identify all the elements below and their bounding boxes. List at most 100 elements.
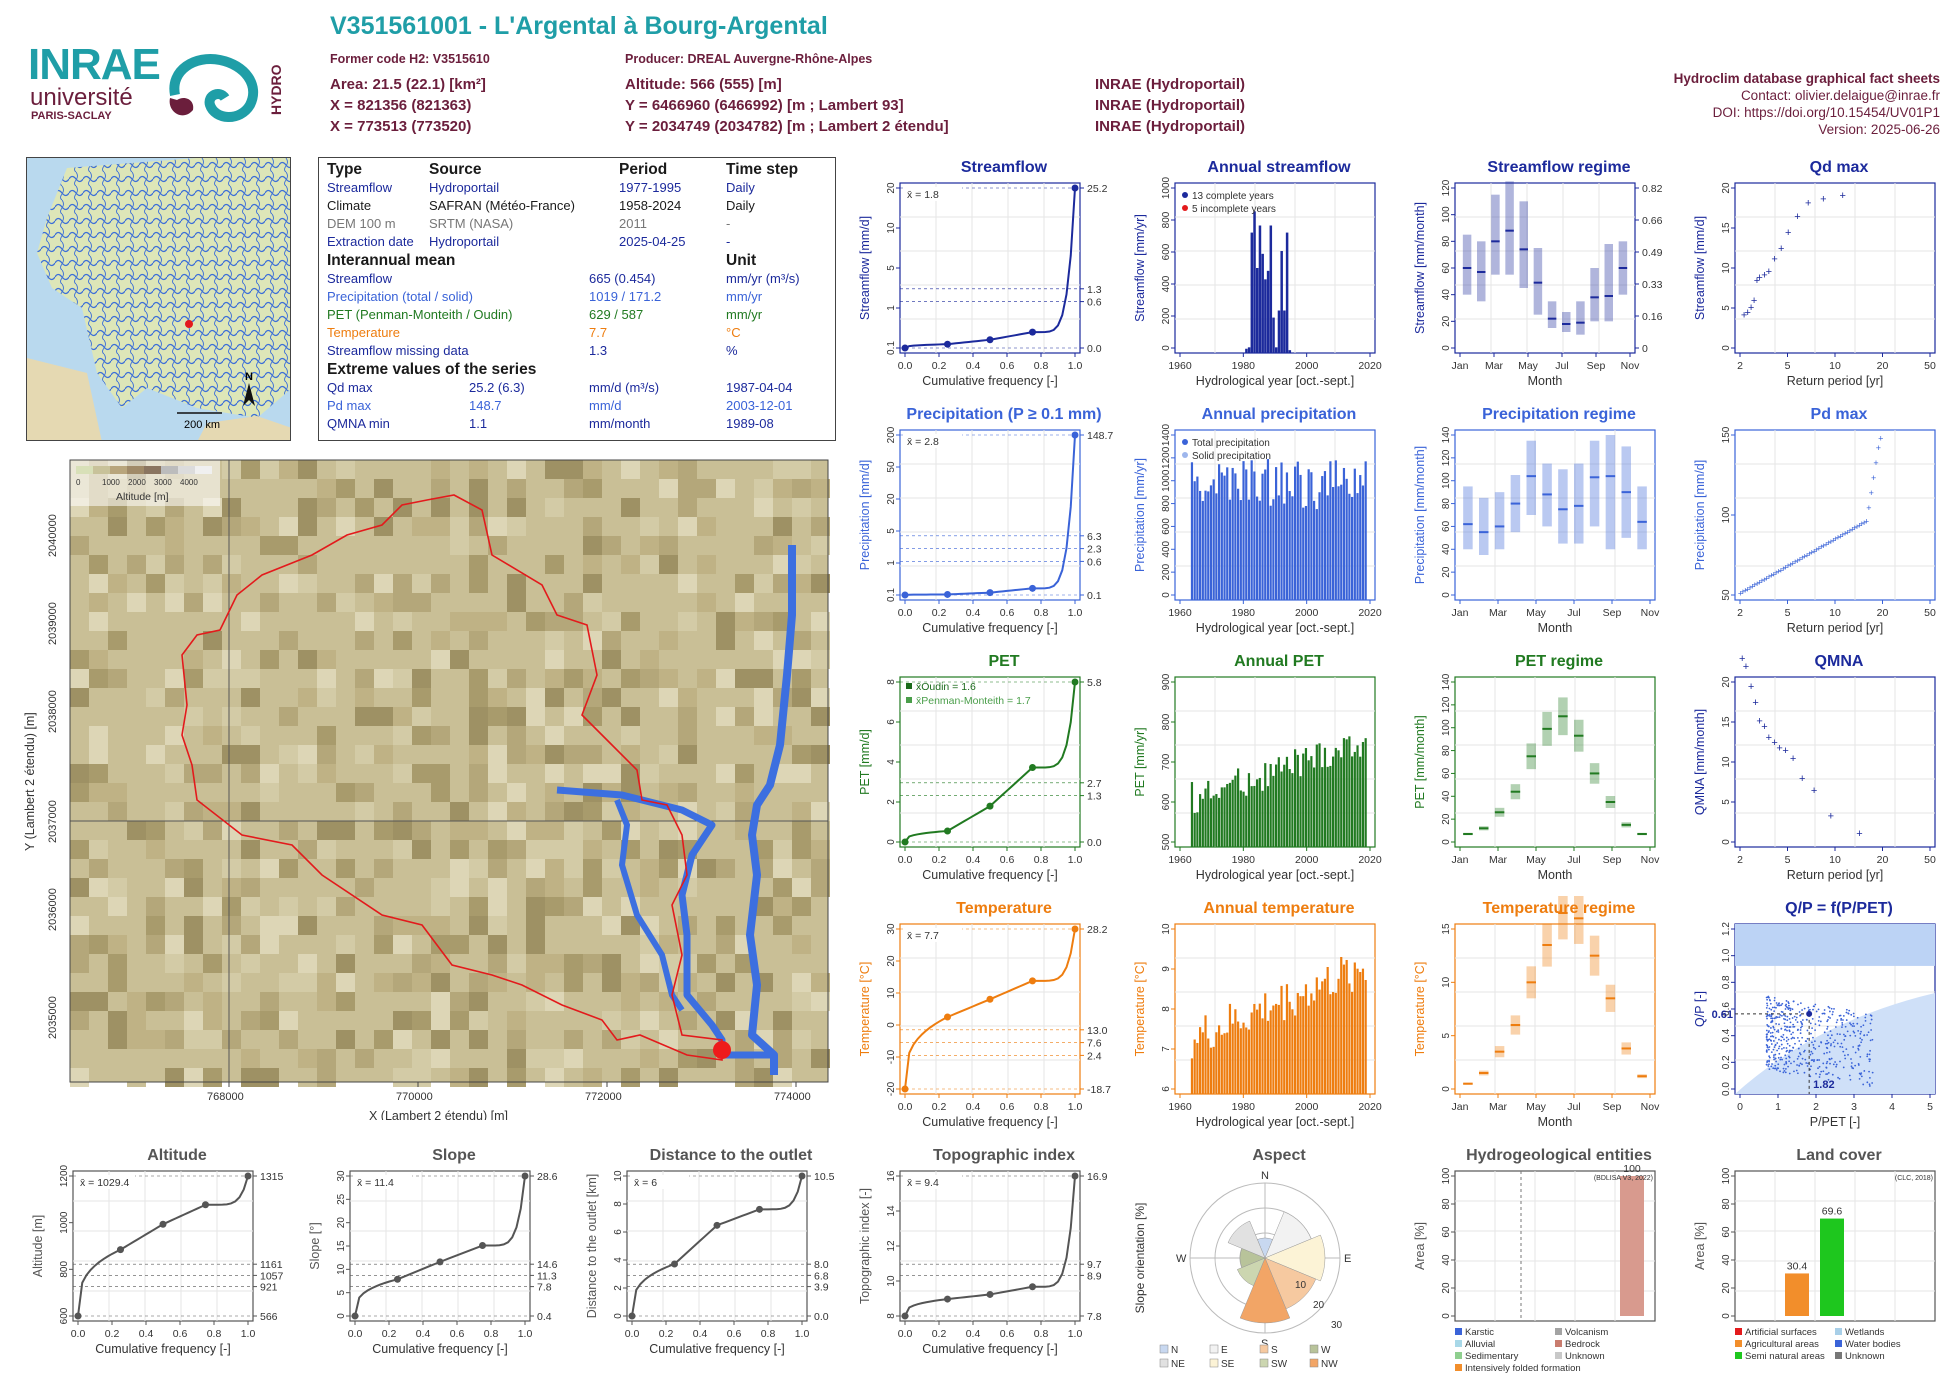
tick-label: 2035000 [47,996,59,1039]
annual-bar [1207,491,1210,600]
data-point [1819,1020,1822,1023]
annual-bar [1288,350,1292,353]
data-point [1813,1059,1816,1061]
tick-label: 40 [1441,790,1452,802]
data-point: + [1850,525,1855,535]
dem-cell [336,821,355,840]
dem-cell [412,517,431,536]
tick-label: 0 [1441,592,1452,598]
data-point [1850,1013,1853,1016]
dem-cell [412,1068,431,1087]
mean-label: x̄ = 1.8 [907,189,939,201]
annual-bar [1239,1028,1242,1094]
legend-label: Total precipitation [1192,438,1270,449]
data-point [1773,1054,1775,1057]
dem-cell [469,688,488,707]
data-point [1806,1037,1809,1040]
data-point [1784,1025,1786,1028]
tick-label: 0 [886,1022,897,1028]
dem-cell [393,821,412,840]
dem-cell [716,631,735,650]
annual-bar [1253,1003,1256,1094]
data-point [1813,1005,1816,1008]
tick-label: May [1518,360,1539,372]
dem-cell [507,479,526,498]
data-point [1827,1078,1830,1081]
dem-cell [697,669,716,688]
annual-bar [1215,794,1218,847]
tick-label: 80 [1441,235,1452,247]
dem-cell [89,726,108,745]
data-point [1786,1029,1788,1032]
data-point [1869,1022,1872,1025]
tick-label: 120 [1441,696,1452,713]
data-point [1836,1019,1839,1021]
tick-label: 15 [336,1240,347,1252]
data-point: + [1761,269,1767,281]
extreme-unit: mm/month [589,416,651,431]
dem-cell [241,1011,260,1030]
data-point [1809,1053,1812,1056]
annual-bar [1272,775,1275,847]
dem-cell [469,745,488,764]
dem-cell [393,631,412,650]
data-point [1777,1004,1779,1007]
legend-swatch [1455,1340,1462,1347]
dem-cell [640,574,659,593]
data-point [1850,1065,1853,1068]
quantile-point [74,1312,82,1320]
dem-cell [811,840,830,859]
dem-cell [792,840,811,859]
dem-cell [317,650,336,669]
legend-swatch [1309,1358,1319,1368]
data-point [1858,1077,1861,1080]
regime-range [1637,486,1647,550]
data-point [1869,1039,1872,1042]
annual-bar [1264,279,1267,353]
data-point [1773,1058,1775,1061]
annual-bar [1250,1012,1253,1094]
dem-cell [602,1030,621,1049]
dem-cell [602,745,621,764]
dem-cell [70,764,89,783]
doi-link[interactable]: DOI: https://doi.org/10.15454/UV01P1 [1712,105,1940,120]
dem-cell [678,745,697,764]
tick-label: 2 [613,1285,624,1291]
data-point: + [1811,785,1817,797]
annual-bar [1342,738,1346,847]
legend-label: Agricultural areas [1745,1339,1819,1350]
data-point [1795,1069,1798,1072]
dem-cell [203,1068,222,1087]
annual-bar [1299,776,1302,847]
data-point [1825,1062,1828,1065]
data-point: + [1816,544,1821,554]
annual-bar [1207,780,1210,847]
extreme-value: 1.1 [469,416,488,431]
annual-bar [1280,771,1283,847]
plot-frame [1454,923,1656,1095]
dem-cell [336,783,355,802]
regime-range [1605,435,1616,550]
tick-label: 0.4 [693,1328,708,1340]
tick-label: 12 [886,1240,897,1252]
regime-range [1558,896,1568,940]
mean-label: Streamflow [327,271,393,286]
source-note: (BDLISA V3, 2022) [1594,1175,1653,1182]
data-point [1827,1005,1830,1008]
dem-cell [811,821,830,840]
dem-cell [583,745,602,764]
data-point: + [1769,571,1774,581]
dem-cell [89,878,108,897]
dem-cell [507,536,526,555]
tick-label: 8 [886,1313,897,1319]
dem-cell [374,821,393,840]
interannual-row: PET (Penman-Monteith / Oudin) 629 / 587 mm… [327,307,827,325]
data-point [1784,1015,1787,1017]
data-point [1818,1024,1821,1027]
data-point [1827,1041,1830,1044]
tick-label: 1315 [260,1171,284,1183]
legend-swatch [1555,1352,1562,1359]
tick-label: 100 [1441,472,1452,489]
annual-bar [1340,757,1343,847]
